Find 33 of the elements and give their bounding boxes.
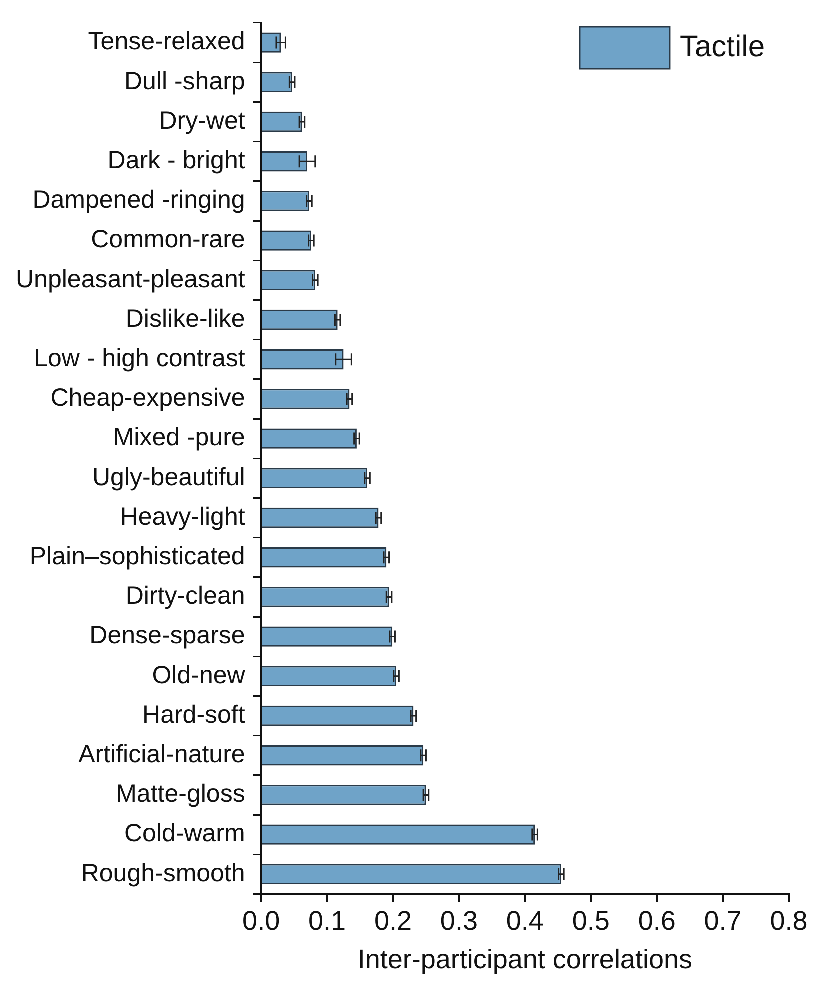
y-tick-label: Low - high contrast [34, 344, 246, 372]
y-tick-label: Rough-smooth [81, 859, 246, 888]
y-tick-label: Artificial-nature [78, 740, 246, 768]
y-tick-label: Dense-sparse [90, 622, 246, 650]
x-tick-label: 0.3 [440, 906, 478, 936]
y-tick-label: Hard-soft [142, 700, 246, 729]
y-tick-label: Dampened -ringing [32, 186, 246, 214]
x-axis-title: Inter-participant correlations [358, 944, 692, 974]
y-tick-label: Dark - bright [108, 146, 246, 174]
y-tick-label: Dull -sharp [124, 67, 246, 96]
y-tick-label: Unpleasant-pleasant [16, 265, 246, 294]
y-tick-label: Old-new [152, 661, 246, 690]
x-tick-label: 0.0 [242, 906, 280, 936]
y-tick-label: Mixed -pure [113, 424, 246, 452]
y-tick-label: Ugly-beautiful [92, 463, 246, 492]
x-tick-label: 0.5 [572, 906, 610, 936]
legend-label: Tactile [680, 30, 766, 64]
y-tick-label: Dry-wet [159, 106, 246, 135]
x-tick-label: 0.2 [374, 906, 412, 936]
y-tick-label: Heavy-light [120, 502, 246, 531]
y-tick-label: Plain–sophisticated [30, 542, 246, 570]
x-tick-label: 0.6 [638, 906, 676, 936]
x-tick-label: 0.1 [308, 906, 346, 936]
x-tick-label: 0.8 [770, 906, 808, 936]
y-tick-label: Tense-relaxed [88, 28, 246, 56]
y-tick-label: Common-rare [91, 226, 246, 254]
y-tick-label: Cold-warm [124, 820, 246, 848]
y-tick-label: Cheap-expensive [50, 384, 246, 412]
y-tick-label: Matte-gloss [116, 780, 246, 808]
y-tick-label: Dislike-like [126, 304, 246, 333]
x-tick-label: 0.7 [704, 906, 742, 936]
x-tick-label: 0.4 [506, 906, 544, 936]
y-tick-label: Dirty-clean [126, 582, 246, 610]
